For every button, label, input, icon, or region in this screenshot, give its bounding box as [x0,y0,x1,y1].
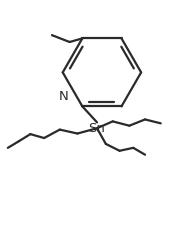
Text: N: N [59,90,69,103]
Text: Sn: Sn [89,122,105,135]
